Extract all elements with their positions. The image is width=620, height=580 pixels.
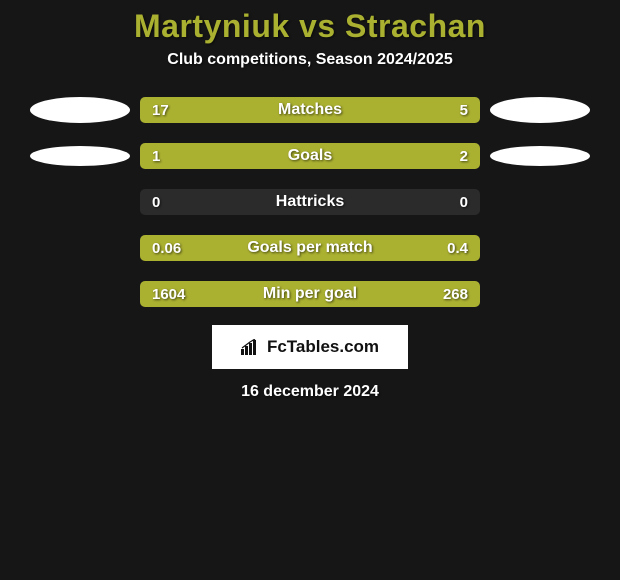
stat-value-left: 1 xyxy=(152,148,160,165)
stat-bar: 17 Matches 5 xyxy=(140,97,480,123)
player-avatar-right xyxy=(490,146,590,166)
stat-bar: 1 Goals 2 xyxy=(140,143,480,169)
stat-label: Goals per match xyxy=(247,239,372,257)
comparison-card: Martyniuk vs Strachan Club competitions,… xyxy=(0,0,620,580)
stat-row: 1 Goals 2 xyxy=(0,143,620,169)
bar-chart-icon xyxy=(241,339,261,355)
stat-value-right: 2 xyxy=(460,148,468,165)
stat-row: 0 Hattricks 0 xyxy=(0,189,620,215)
stat-bar: 0.06 Goals per match 0.4 xyxy=(140,235,480,261)
stats-rows: 17 Matches 5 1 Goals 2 0 Hattricks 0 0.06 Goals pe… xyxy=(0,97,620,307)
stat-value-left: 0 xyxy=(152,194,160,211)
stat-bar: 1604 Min per goal 268 xyxy=(140,281,480,307)
player-avatar-left xyxy=(30,97,130,123)
stat-value-left: 0.06 xyxy=(152,240,181,257)
stat-bar-overlay: 1604 Min per goal 268 xyxy=(140,281,480,307)
stat-value-right: 268 xyxy=(443,286,468,303)
stat-value-left: 1604 xyxy=(152,286,185,303)
player-avatar-right xyxy=(490,97,590,123)
page-subtitle: Club competitions, Season 2024/2025 xyxy=(167,51,452,69)
stat-row: 0.06 Goals per match 0.4 xyxy=(0,235,620,261)
avatar-slot-right xyxy=(480,97,600,123)
stat-bar-overlay: 1 Goals 2 xyxy=(140,143,480,169)
brand-badge: FcTables.com xyxy=(212,325,408,369)
stat-value-right: 5 xyxy=(460,102,468,119)
brand-text: FcTables.com xyxy=(267,337,379,357)
stat-label: Goals xyxy=(288,147,332,165)
stat-value-right: 0.4 xyxy=(447,240,468,257)
stat-value-left: 17 xyxy=(152,102,169,119)
stat-bar: 0 Hattricks 0 xyxy=(140,189,480,215)
stat-bar-overlay: 0 Hattricks 0 xyxy=(140,189,480,215)
stat-row: 1604 Min per goal 268 xyxy=(0,281,620,307)
avatar-slot-left xyxy=(20,146,140,166)
stat-row: 17 Matches 5 xyxy=(0,97,620,123)
avatar-slot-left xyxy=(20,97,140,123)
date-text: 16 december 2024 xyxy=(241,383,379,401)
stat-label: Min per goal xyxy=(263,285,357,303)
player-avatar-left xyxy=(30,146,130,166)
stat-bar-overlay: 0.06 Goals per match 0.4 xyxy=(140,235,480,261)
page-title: Martyniuk vs Strachan xyxy=(134,8,486,45)
stat-label: Matches xyxy=(278,101,342,119)
stat-bar-overlay: 17 Matches 5 xyxy=(140,97,480,123)
avatar-slot-right xyxy=(480,146,600,166)
stat-label: Hattricks xyxy=(276,193,344,211)
stat-value-right: 0 xyxy=(460,194,468,211)
